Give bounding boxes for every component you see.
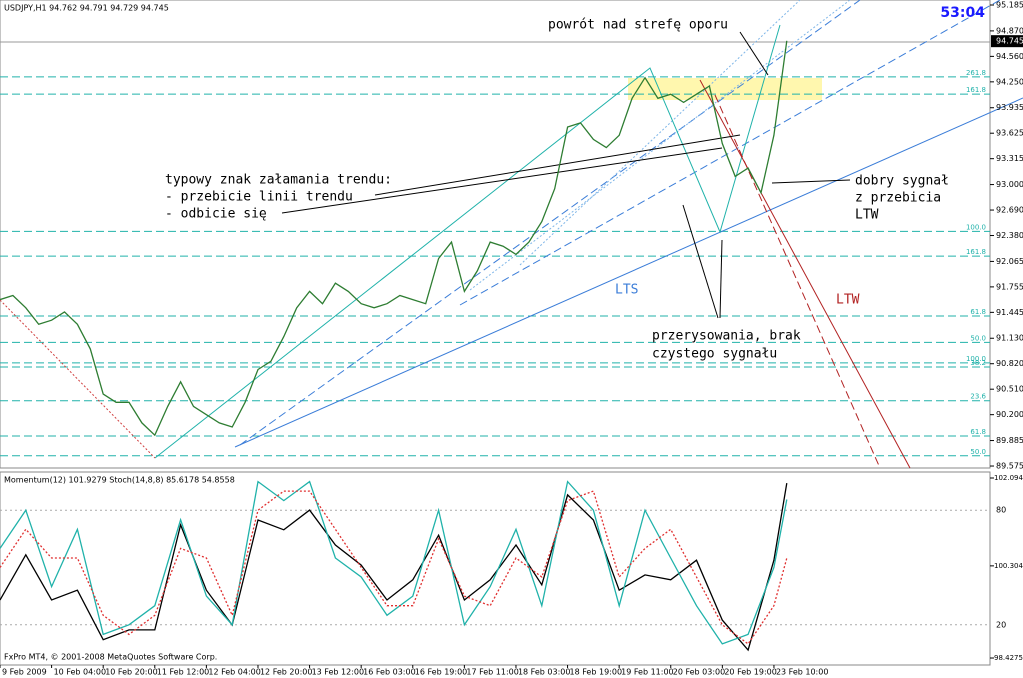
- y-tick-label: 95.185: [996, 1, 1023, 10]
- pointer-line: [682, 204, 719, 319]
- annotation: - przebicie linii trendu: [165, 190, 353, 205]
- y2-tick-label: 100.3048: [994, 562, 1023, 570]
- x-tick-label: 12 Feb 04:00: [208, 668, 260, 677]
- trendlines: [0, 0, 1023, 469]
- annotation: LTS: [615, 283, 638, 298]
- fib-label: 100.0: [966, 355, 986, 363]
- y-tick-label: 89.885: [996, 436, 1023, 445]
- fib-label: 161.8: [966, 248, 986, 256]
- dotted-trendline: [0, 299, 156, 459]
- pointer-line: [281, 147, 723, 214]
- series-line: [0, 490, 788, 645]
- x-tick-label: 19 Feb 11:00: [621, 668, 673, 677]
- y-tick-label: 92.065: [996, 257, 1023, 266]
- indicator-title: Momentum(12) 101.9279 Stoch(14,8,8) 85.6…: [4, 476, 235, 485]
- annotation: czystego sygnału: [652, 347, 777, 362]
- y-tick-label: 91.755: [996, 282, 1023, 291]
- y-tick-label: 91.130: [996, 334, 1023, 343]
- pointer-line: [739, 31, 769, 76]
- fib-label: 50.0: [970, 448, 986, 456]
- y-tick-label: 94.870: [996, 26, 1023, 35]
- y-tick-label: 94.250: [996, 77, 1023, 86]
- fib-label: 261.8: [966, 69, 986, 77]
- fib-label: 38.2: [970, 359, 986, 367]
- x-tick-label: 18 Feb 19:00: [570, 668, 622, 677]
- series-line: [0, 482, 788, 652]
- y-tick-label: 92.380: [996, 231, 1023, 240]
- y-tick-label: 90.820: [996, 359, 1023, 368]
- dashed-trendline: [239, 0, 861, 446]
- lts-line: [234, 97, 1023, 448]
- y-tick-label: 80: [996, 506, 1006, 515]
- y-tick-label: 89.575: [996, 462, 1023, 471]
- y-tick-label: 94.560: [996, 52, 1023, 61]
- annotation: typowy znak załamania trendu:: [165, 173, 392, 188]
- x-tick-label: 16 Feb 03:00: [363, 668, 415, 677]
- fib-label: 161.8: [966, 86, 986, 94]
- y-tick-label: 93.935: [996, 103, 1023, 112]
- annotation: powrót nad strefę oporu: [548, 18, 728, 33]
- fib-label: 61.8: [970, 308, 986, 316]
- y-tick-label: 90.200: [996, 410, 1023, 419]
- y-tick-label: 20: [996, 620, 1006, 629]
- y-tick-label: 93.315: [996, 154, 1023, 163]
- x-tick-label: 12 Feb 20:00: [260, 668, 312, 677]
- fib-label: 61.8: [970, 428, 986, 436]
- pointer-line: [771, 179, 851, 184]
- fib-label: 23.6: [970, 393, 986, 401]
- fib-label: 100.0: [966, 223, 986, 231]
- pointer-line: [374, 134, 741, 196]
- last-price: 94.745: [996, 37, 1023, 46]
- price-tag: [991, 35, 1023, 48]
- x-tick-label: 11 Feb 12:00: [157, 668, 209, 677]
- x-tick-label: 9 Feb 2009: [2, 668, 47, 677]
- annotation: LTW: [855, 208, 879, 223]
- indicator-pane: [0, 471, 991, 666]
- x-tick-label: 10 Feb 20:00: [105, 668, 157, 677]
- x-tick-label: 10 Feb 04:00: [54, 668, 106, 677]
- y-tick-label: 93.000: [996, 180, 1023, 189]
- annotation: - odbicie się: [165, 207, 267, 222]
- pointer-line: [719, 239, 723, 319]
- x-tick-label: 20 Feb 03:00: [673, 668, 725, 677]
- zigzag: [154, 24, 781, 459]
- y2-tick-label: 102.0946: [994, 474, 1023, 482]
- x-tick-label: 20 Feb 19:00: [724, 668, 776, 677]
- y-tick-label: 93.625: [996, 129, 1023, 138]
- annotation: z przebicia: [855, 191, 941, 206]
- ltw-dashed-line: [714, 94, 881, 469]
- x-tick-label: 17 Feb 11:00: [466, 668, 518, 677]
- ltw-line: [699, 79, 911, 469]
- annotation: przerysowania, brak: [652, 329, 801, 344]
- chart-title: USDJPY,H1 94.762 94.791 94.729 94.745: [4, 4, 169, 13]
- timer: 53:04: [940, 5, 985, 21]
- x-tick-label: 16 Feb 19:00: [415, 668, 467, 677]
- dotted-trendline: [519, 0, 801, 266]
- series-line: [0, 40, 788, 437]
- x-tick-label: 23 Feb 10:00: [776, 668, 828, 677]
- y-tick-label: 91.445: [996, 308, 1023, 317]
- x-tick-label: 18 Feb 03:00: [518, 668, 570, 677]
- y-tick-label: 90.510: [996, 385, 1023, 394]
- dashed-trendline: [459, 0, 1001, 306]
- annotation: LTW: [836, 293, 860, 308]
- main-pane: [0, 0, 991, 469]
- footer: FxPro MT4, © 2001-2008 MetaQuotes Softwa…: [4, 653, 217, 662]
- y2-tick-label: 98.4275: [994, 654, 1023, 662]
- fib-label: 50.0: [970, 334, 986, 342]
- annotation: dobry sygnał: [855, 174, 949, 189]
- y-tick-label: 92.690: [996, 206, 1023, 215]
- x-tick-label: 13 Feb 12:00: [312, 668, 364, 677]
